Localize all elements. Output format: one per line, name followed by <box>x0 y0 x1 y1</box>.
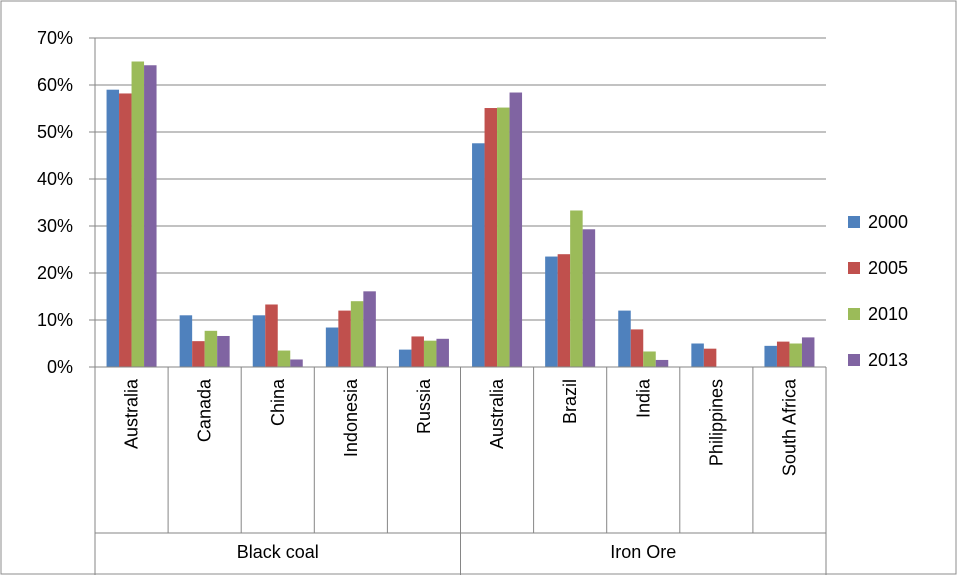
bar-2010 <box>350 301 364 367</box>
bar-2005 <box>411 336 424 367</box>
bar-2013 <box>144 65 157 367</box>
category-label: Canada <box>195 378 215 442</box>
bar-2005 <box>557 254 571 367</box>
category-label: Philippines <box>706 379 726 466</box>
bar-2010 <box>204 330 218 367</box>
bar-2010 <box>423 340 437 367</box>
legend-label: 2013 <box>868 350 908 370</box>
category-label: South Africa <box>779 378 799 476</box>
bar-2005 <box>119 93 132 368</box>
bar-2010 <box>131 61 145 367</box>
y-tick-label: 20% <box>37 263 73 283</box>
bar-2000 <box>252 315 266 367</box>
y-tick-label: 60% <box>37 75 73 95</box>
category-label: China <box>268 378 288 426</box>
y-tick-label: 70% <box>37 28 73 48</box>
bar-2013 <box>363 291 376 367</box>
bar-2013 <box>509 92 523 368</box>
bar-2005 <box>703 348 717 367</box>
x-axis: Australia Canada China Indonesia Russia Austr… <box>94 366 827 575</box>
bar-2000 <box>764 345 777 367</box>
bar-2005 <box>484 108 498 367</box>
bar-2000 <box>472 143 485 367</box>
bar-2005 <box>338 310 351 367</box>
legend-swatch <box>848 262 860 274</box>
bar-2013 <box>436 338 449 367</box>
bar-2010 <box>643 351 656 367</box>
bar-2013 <box>801 337 815 367</box>
bar-2000 <box>325 327 339 367</box>
category-label: Indonesia <box>341 378 361 457</box>
y-tick-label: 50% <box>37 122 73 142</box>
legend-label: 2010 <box>868 304 908 324</box>
y-axis: 0% 10% 20% 30% 40% 50% 60% 70% <box>37 28 96 377</box>
legend: 2000 2005 2010 2013 <box>848 212 908 370</box>
legend-label: 2000 <box>868 212 908 232</box>
bar-2010 <box>570 210 583 367</box>
category-label: Russia <box>414 378 434 434</box>
group-label: Black coal <box>237 542 319 562</box>
bar-2000 <box>179 315 193 367</box>
y-tick-label: 30% <box>37 216 73 236</box>
bar-2000 <box>691 343 704 367</box>
bar-2013 <box>582 229 596 367</box>
bar-2013 <box>217 335 230 367</box>
bar-2000 <box>618 310 631 367</box>
bar-2010 <box>789 343 802 367</box>
category-label: Brazil <box>560 379 580 424</box>
y-tick-label: 10% <box>37 310 73 330</box>
y-tick-label: 0% <box>47 357 73 377</box>
bar-2000 <box>106 89 120 367</box>
bar-2000 <box>398 349 412 367</box>
bar-2005 <box>265 304 278 367</box>
bars <box>106 61 815 368</box>
category-label: Australia <box>487 378 507 449</box>
bar-2010 <box>497 107 510 367</box>
bar-2000 <box>545 256 558 367</box>
legend-label: 2005 <box>868 258 908 278</box>
legend-swatch <box>848 354 860 366</box>
y-tick-label: 40% <box>37 169 73 189</box>
bar-2010 <box>277 350 291 367</box>
group-label: Iron Ore <box>610 542 676 562</box>
bar-2005 <box>630 329 644 367</box>
bar-2005 <box>776 341 790 367</box>
bar-2013 <box>655 359 669 367</box>
legend-swatch <box>848 308 860 320</box>
category-label: Australia <box>122 378 142 449</box>
bar-2005 <box>192 341 205 367</box>
gridlines <box>95 37 826 321</box>
legend-swatch <box>848 216 860 228</box>
bar-2013 <box>290 359 303 367</box>
category-label: India <box>633 378 653 418</box>
